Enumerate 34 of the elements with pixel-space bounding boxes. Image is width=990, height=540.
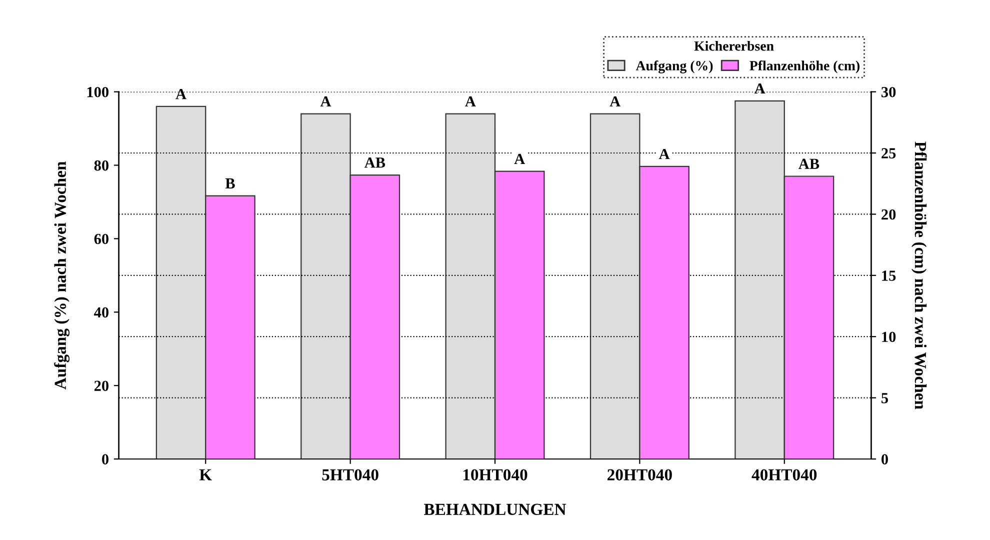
data-label: B bbox=[225, 178, 235, 188]
x-tick-label: K bbox=[199, 469, 212, 480]
y2-tick-label: 5 bbox=[882, 393, 888, 404]
y-tick-label: 20 bbox=[94, 380, 108, 392]
y-tick-label: 40 bbox=[94, 307, 108, 318]
y2-tick-label: 10 bbox=[882, 332, 896, 342]
y2-tick-label: 30 bbox=[882, 86, 896, 98]
data-label: AB bbox=[798, 158, 820, 169]
legend-title: Kichererbsen bbox=[694, 40, 774, 51]
y-axis-title: Aufgang (%) nach zwei Wochen bbox=[54, 161, 70, 390]
y2-tick-label: 0 bbox=[882, 454, 888, 464]
data-label: A bbox=[320, 96, 332, 106]
data-label: A bbox=[176, 88, 186, 100]
legend-label: Aufgang (%) bbox=[636, 60, 713, 74]
data-label: A bbox=[465, 96, 476, 106]
y2-axis-title: Pflanzenhöhe (cm) nach zwei Wochen bbox=[911, 142, 927, 410]
x-tick-label: 5HT040 bbox=[322, 469, 378, 480]
x-tick-label: 10HT040 bbox=[463, 469, 528, 480]
y-tick-label: 0 bbox=[102, 454, 108, 464]
data-label: A bbox=[658, 148, 670, 160]
y-tick-label: 60 bbox=[94, 234, 108, 244]
data-label: A bbox=[610, 96, 620, 106]
data-label: A bbox=[754, 83, 766, 94]
y-tick-label: 100 bbox=[87, 86, 108, 98]
legend-label: Pflanzenhöhe (cm) bbox=[750, 60, 860, 74]
y-tick-label: 80 bbox=[94, 160, 108, 171]
y2-tick-label: 25 bbox=[882, 148, 896, 158]
x-tick-label: 40HT040 bbox=[752, 469, 817, 480]
x-tick-label: 20HT040 bbox=[608, 469, 672, 480]
data-label: AB bbox=[364, 158, 386, 168]
y2-tick-label: 20 bbox=[882, 209, 896, 220]
y2-tick-label: 15 bbox=[882, 270, 896, 281]
data-label: A bbox=[514, 154, 525, 164]
x-axis-title: BEHANDLUNGEN bbox=[424, 504, 566, 516]
